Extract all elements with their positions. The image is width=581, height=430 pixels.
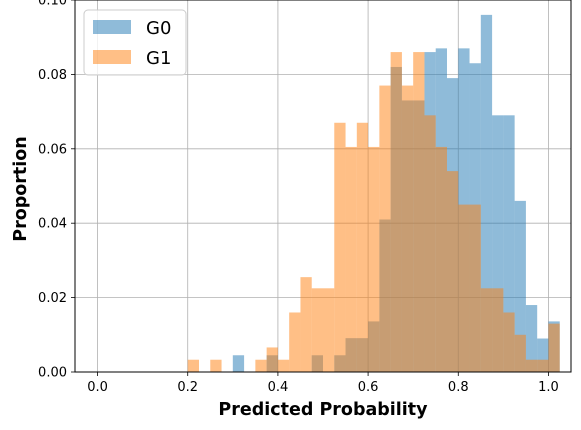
bar-g1 [525, 359, 538, 372]
bar-g1 [334, 122, 346, 372]
legend-label-g0: G0 [146, 18, 171, 39]
bar-g1 [413, 52, 425, 372]
x-tick-label: 1.0 [538, 380, 559, 395]
bar-g1 [537, 359, 549, 372]
bar-g1 [187, 359, 199, 372]
x-tick-label: 0.8 [448, 380, 469, 395]
legend-label-g1: G1 [146, 48, 171, 69]
bar-g0 [503, 115, 515, 372]
y-tick-label: 0.02 [38, 291, 67, 306]
bar-g0 [514, 200, 526, 372]
y-tick-label: 0.04 [38, 217, 67, 232]
bar-g1 [300, 277, 312, 372]
bar-g1 [401, 85, 414, 372]
bar-g1 [277, 359, 290, 372]
y-tick-label: 0.08 [38, 68, 67, 83]
plot-frame [74, 0, 572, 373]
bar-g0 [480, 14, 493, 372]
bar-g1 [447, 171, 459, 372]
bar-g0 [525, 305, 538, 372]
bar-g1 [492, 288, 504, 372]
bar-g0 [537, 338, 549, 372]
y-tick-label: 0.06 [38, 142, 67, 157]
bar-g1 [458, 204, 470, 372]
bar-g1 [345, 146, 357, 372]
legend: G0 G1 [83, 9, 187, 76]
x-axis-title: Predicted Probability [218, 400, 428, 420]
bar-g1 [469, 204, 481, 372]
y-axis-title: Proportion [11, 136, 31, 242]
bar-g1 [323, 288, 335, 372]
bar-g0 [232, 355, 245, 372]
y-tick-label: 0.10 [38, 0, 67, 9]
bar-g1 [480, 288, 493, 372]
bar-g1 [255, 359, 267, 372]
x-tick-label: 0.6 [358, 380, 379, 395]
bar-g1 [266, 347, 278, 372]
bars [187, 14, 560, 373]
bar-g1 [289, 312, 301, 372]
bar-g1 [210, 359, 222, 372]
legend-swatch-g1 [93, 50, 131, 64]
bar-g1 [435, 146, 447, 372]
bar-g1 [548, 323, 560, 372]
bar-g0 [492, 115, 504, 372]
bar-g1 [390, 52, 402, 372]
axis-ticks: 0.0 0.2 0.4 0.6 0.8 1.0 0.00 0.02 0.04 0.06 0.08 0.… [38, 0, 559, 395]
bar-g1 [368, 146, 380, 372]
bar-g1 [356, 122, 369, 372]
bar-g1 [311, 288, 323, 372]
bar-g1 [514, 334, 526, 372]
x-tick-label: 0.4 [268, 380, 289, 395]
y-tick-label: 0.00 [38, 366, 67, 381]
x-tick-label: 0.2 [177, 380, 198, 395]
legend-swatch-g0 [93, 20, 131, 34]
x-tick-label: 0.0 [87, 380, 108, 395]
bar-g1 [424, 115, 436, 372]
bar-g1 [503, 312, 515, 372]
bar-g1 [379, 85, 391, 372]
